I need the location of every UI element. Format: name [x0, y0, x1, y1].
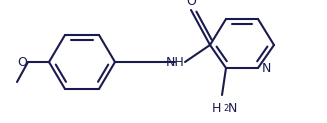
Text: O: O	[17, 55, 27, 69]
Text: O: O	[186, 0, 196, 8]
Text: H: H	[212, 102, 221, 115]
Text: 2: 2	[223, 104, 228, 113]
Text: N: N	[228, 102, 237, 115]
Text: NH: NH	[165, 55, 184, 69]
Text: N: N	[262, 62, 271, 75]
